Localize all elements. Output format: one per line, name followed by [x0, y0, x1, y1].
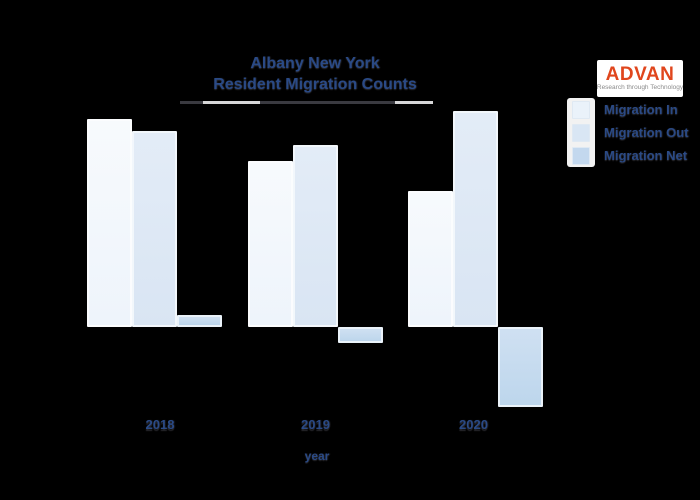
bar-migration-out-2020[interactable]: [453, 111, 498, 327]
bar-migration-in-2020[interactable]: [408, 191, 453, 327]
legend-label: Migration Out: [604, 125, 689, 140]
advan-logo-tagline: Research through Technology: [596, 84, 684, 91]
x-axis-label: year: [304, 449, 330, 463]
chart-subtitle: Resident Migration Counts: [213, 76, 417, 93]
legend-swatch-icon: [572, 146, 590, 165]
bar-migration-out-2018[interactable]: [132, 131, 177, 327]
x-tick-2019: 2019: [301, 417, 330, 432]
bar-migration-net-2018[interactable]: [177, 315, 222, 327]
bar-migration-net-2020[interactable]: [498, 327, 543, 407]
legend-item-migration-out[interactable]: Migration Out: [567, 121, 689, 144]
x-tick-2020: 2020: [459, 417, 488, 432]
ghost-artifact-line: [180, 101, 433, 104]
legend-swatch-icon: [572, 123, 590, 142]
legend-swatch-icon: [572, 100, 590, 119]
x-tick-2018: 2018: [145, 417, 175, 432]
bar-migration-out-2019[interactable]: [293, 145, 338, 327]
legend-label: Migration In: [604, 102, 678, 117]
legend: Migration In Migration Out Migration Net: [567, 98, 700, 168]
advan-logo-text: ADVAN: [605, 64, 675, 85]
advan-logo: ADVAN Research through Technology: [597, 60, 683, 97]
chart-title-line1: Albany New York: [250, 55, 380, 72]
legend-items: Migration In Migration Out Migration Net: [567, 98, 689, 167]
bar-migration-in-2019[interactable]: [248, 161, 293, 327]
bar-migration-in-2018[interactable]: [87, 119, 132, 327]
legend-item-migration-in[interactable]: Migration In: [567, 98, 689, 121]
legend-label: Migration Net: [604, 148, 688, 163]
bar-migration-net-2019[interactable]: [338, 327, 383, 343]
chart-title: Albany New York Resident Migration Count…: [0, 53, 630, 95]
legend-item-migration-net[interactable]: Migration Net: [567, 144, 689, 167]
